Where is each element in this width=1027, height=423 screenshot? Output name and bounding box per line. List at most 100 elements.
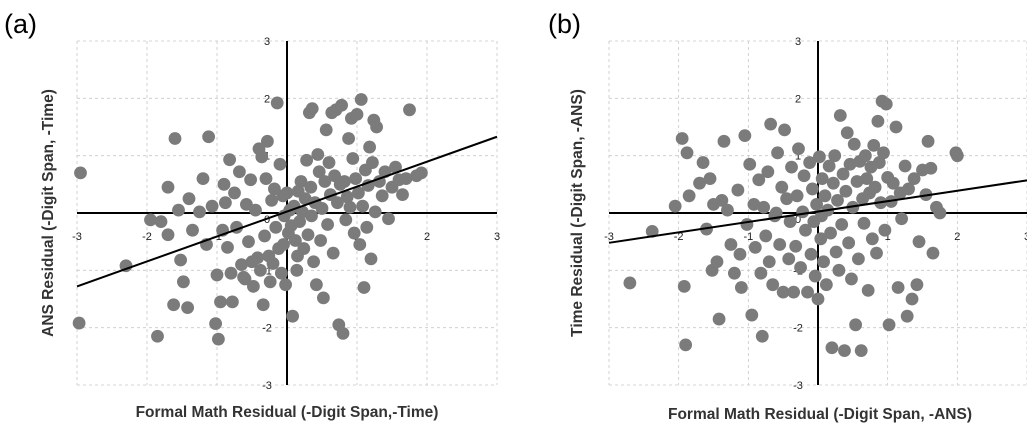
panel-a-data-point xyxy=(350,107,364,121)
panel-b-data-point xyxy=(696,156,710,169)
panel-b-data-point xyxy=(710,255,724,269)
panel-b-data-point xyxy=(815,172,829,186)
panel-a-data-point xyxy=(174,253,188,267)
panel-b-data-point xyxy=(842,236,856,250)
panel-b-data-point xyxy=(754,266,768,280)
panel-a-data-point xyxy=(279,278,292,292)
panel-a-data-point xyxy=(326,246,340,260)
panel-b-data-point xyxy=(721,203,734,217)
panel-b-data-point xyxy=(882,318,896,332)
panel-b-data-point xyxy=(759,229,773,243)
panel-a-data-point xyxy=(214,295,227,309)
panel-b-y-axis-title: Time Residual (-Digit Span, -ANS) xyxy=(569,89,586,337)
panel-b-y-tick-label: 2 xyxy=(795,93,801,105)
panel-b-data-point xyxy=(768,209,782,223)
panel-b-data-point xyxy=(838,344,851,357)
panel-b-data-point xyxy=(867,138,881,152)
panel-b-data-point xyxy=(900,309,914,323)
panel-a-data-point xyxy=(74,166,87,180)
panel-b-data-point xyxy=(815,209,828,223)
panel-a-data-point xyxy=(321,218,334,231)
panel-a-y-tick-label: -3 xyxy=(262,380,272,392)
panel-a-data-point xyxy=(305,209,318,223)
panel-a-data-point xyxy=(286,309,299,323)
panel-a-data-point xyxy=(375,189,389,203)
panel-a-data-point xyxy=(161,180,175,194)
panel-a-x-tick-label: 2 xyxy=(424,231,430,243)
panel-a-scatter: (a) -3-2-10123-3-2-10123 Formal Math Res… xyxy=(4,9,500,421)
panel-b-data-point xyxy=(778,123,791,137)
panel-b-x-tick-label: 1 xyxy=(885,231,891,243)
panel-b-data-point xyxy=(902,182,915,196)
panel-a-data-point xyxy=(300,153,313,167)
panel-b-y-tick-label: -3 xyxy=(793,380,803,392)
panel-b-data-point xyxy=(839,184,853,198)
panel-a-data-point xyxy=(307,255,320,269)
panel-b-regression-line xyxy=(608,179,1027,244)
panel-b-data-point xyxy=(797,169,811,183)
panel-b-data-point xyxy=(738,129,752,143)
panel-b-data-point xyxy=(877,146,890,160)
panel-a-data-point xyxy=(212,332,225,346)
panel-b-data-point xyxy=(845,272,858,286)
panel-b-data-point xyxy=(814,232,828,246)
panel-b-data-point xyxy=(889,120,903,134)
panel-a-data-point xyxy=(291,249,304,263)
panel-b-data-point xyxy=(860,172,874,186)
panel-b-data-point xyxy=(682,189,696,203)
panel-a-data-point xyxy=(226,295,239,309)
panel-a-data-point xyxy=(314,234,327,247)
panel-b-data-point xyxy=(757,200,771,214)
panel-a-data-point xyxy=(277,238,290,251)
panel-b-data-point xyxy=(764,117,778,131)
panel-a-data-point xyxy=(255,150,269,164)
panel-a-data-point xyxy=(289,234,302,247)
panel-a-data-point xyxy=(317,291,330,305)
panel-b-data-point xyxy=(677,279,691,293)
panel-a-data-point xyxy=(219,196,232,210)
panel-b-data-point xyxy=(801,285,814,299)
panel-b-data-point xyxy=(872,156,886,169)
panel-a-data-point xyxy=(247,279,260,293)
panel-a-data-point xyxy=(352,186,365,200)
panel-b-data-point xyxy=(712,312,726,326)
panel-a-data-point xyxy=(396,188,409,202)
panel-a-data-point xyxy=(251,251,264,265)
panel-b-data-point xyxy=(817,255,830,269)
panel-b-data-point xyxy=(832,263,846,277)
panel-b-scatter: (b) -3-2-10123-3-2-10123 Formal Math Res… xyxy=(548,9,1027,423)
panel-a-x-tick-label: -2 xyxy=(142,231,152,243)
panel-b-data-point xyxy=(854,344,868,357)
panel-b-data-point xyxy=(861,284,875,297)
panel-a-data-point xyxy=(360,220,374,234)
panel-a-data-point xyxy=(318,175,332,188)
panel-b-y-tick-label: 3 xyxy=(795,36,801,48)
panel-a-data-point xyxy=(256,298,270,312)
panel-a-data-point xyxy=(310,278,323,292)
panel-b-data-point xyxy=(824,226,837,240)
panel-b-data-point xyxy=(812,150,826,164)
panel-b-data-point xyxy=(743,157,757,171)
panel-a-data-point xyxy=(177,275,190,289)
panel-b-data-point xyxy=(794,261,807,274)
panel-a-data-point xyxy=(259,172,273,186)
panel-b-data-point xyxy=(771,146,784,160)
panel-a-data-point xyxy=(269,220,283,234)
panel-a-data-point xyxy=(168,132,182,145)
panel-b-data-point xyxy=(796,205,810,219)
panel-b-data-point xyxy=(734,281,748,294)
panel-a-data-point xyxy=(202,130,216,144)
panel-a-data-point xyxy=(301,228,315,242)
panel-a-data-point xyxy=(233,165,246,179)
panel-b-data-point xyxy=(905,292,919,306)
panel-b-data-point xyxy=(623,276,637,290)
panel-b-data-point xyxy=(891,281,905,294)
panel-a-y-tick-label: 0 xyxy=(264,214,270,226)
panel-b-data-point xyxy=(762,255,776,269)
panel-b-y-tick-label: 0 xyxy=(795,214,801,226)
panel-a-data-point xyxy=(221,241,234,254)
panel-b-data-point xyxy=(829,245,843,259)
panel-a-data-point xyxy=(254,263,267,277)
panel-a-data-point xyxy=(181,301,195,314)
panel-a-data-point xyxy=(273,157,287,171)
